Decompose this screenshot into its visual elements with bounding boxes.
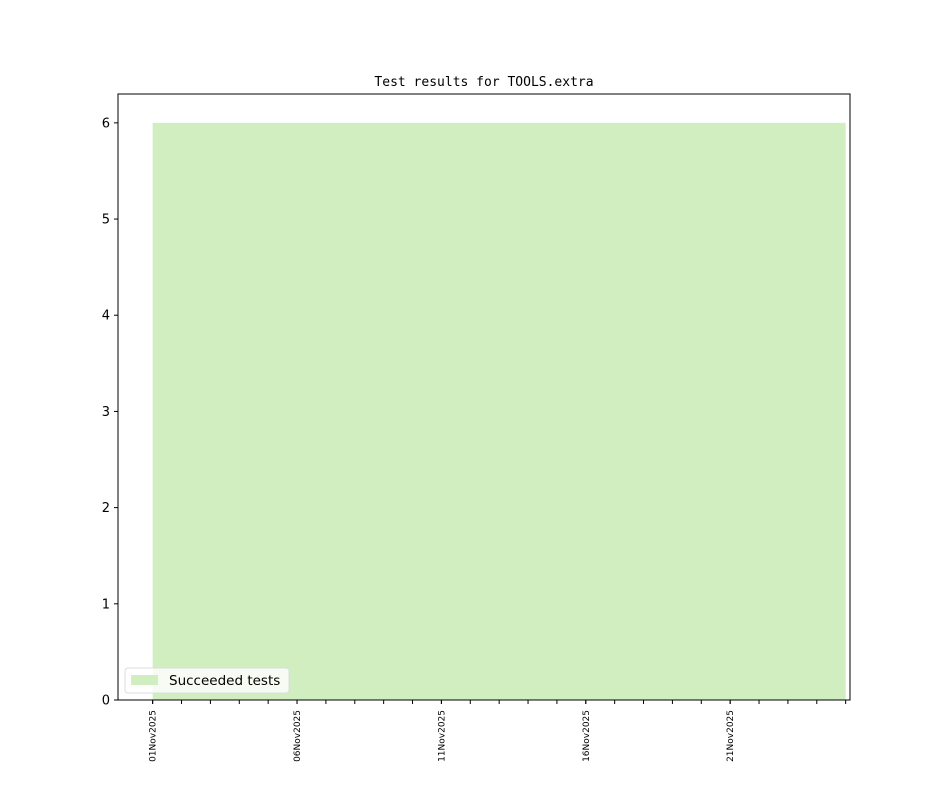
x-tick-label: 11Nov2025 xyxy=(437,710,447,762)
y-tick-label: 6 xyxy=(102,116,110,131)
series-area-0 xyxy=(152,122,846,701)
plot-area: 0 1 2 3 4 5 6 01Nov2025 06Nov2025 11Nov2025 16Nov2… xyxy=(102,93,851,762)
x-tick-label: 16Nov2025 xyxy=(582,710,592,762)
legend-label: Succeeded tests xyxy=(169,673,280,689)
legend-frame xyxy=(124,667,290,694)
x-tick-label: 01Nov2025 xyxy=(149,710,159,762)
legend: Succeeded tests xyxy=(124,667,290,694)
x-tick-label: 06Nov2025 xyxy=(293,710,303,762)
axes-frame xyxy=(117,93,851,701)
y-tick-label: 3 xyxy=(102,405,110,420)
y-tick-label: 2 xyxy=(102,501,110,516)
y-tick-label: 5 xyxy=(102,213,110,228)
y-tick-label: 0 xyxy=(102,694,110,709)
x-tick-label: 21Nov2025 xyxy=(726,710,736,762)
chart-title: Test results for TOOLS.extra xyxy=(374,75,593,90)
legend-swatch xyxy=(131,675,158,685)
y-tick-label: 4 xyxy=(102,309,110,324)
y-tick-label: 1 xyxy=(102,597,110,612)
